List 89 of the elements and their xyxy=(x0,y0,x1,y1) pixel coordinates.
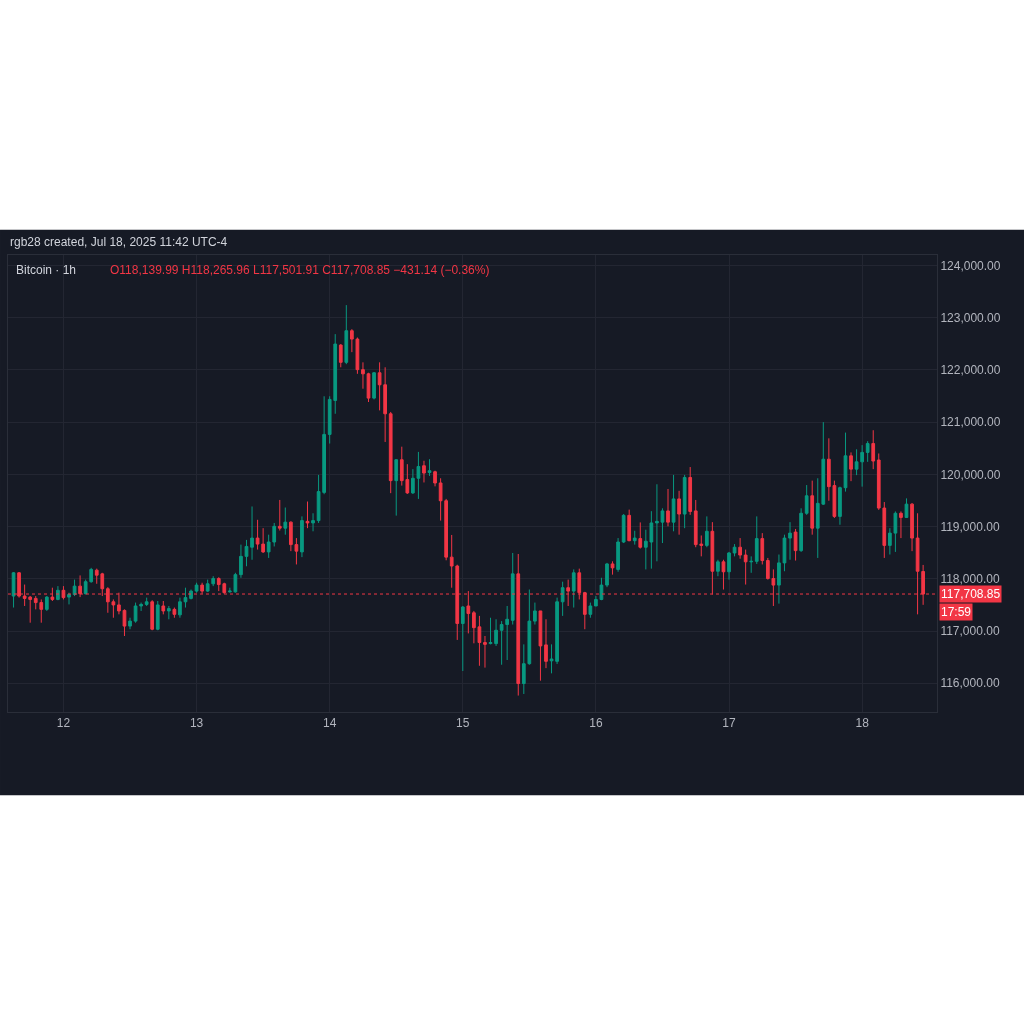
candlestick xyxy=(760,532,765,565)
candlestick xyxy=(194,582,199,594)
candlestick xyxy=(394,458,399,517)
candlestick xyxy=(150,599,155,631)
candlestick xyxy=(910,502,914,552)
candlestick xyxy=(544,618,548,669)
candlestick xyxy=(588,602,593,619)
x-tick-label: 16 xyxy=(589,716,603,731)
candlestick xyxy=(427,458,432,477)
candlestick xyxy=(510,552,515,626)
x-tick-label: 18 xyxy=(855,716,870,731)
candlestick xyxy=(610,560,615,576)
ref-line-label: 117,708.85 xyxy=(941,587,1001,601)
candlestick xyxy=(688,466,693,516)
candlestick xyxy=(616,537,620,573)
y-tick-label: 123,000.00 xyxy=(940,310,1001,325)
candlestick xyxy=(422,460,426,483)
candlestick xyxy=(605,562,609,588)
candlestick xyxy=(277,499,282,532)
candlestick xyxy=(904,497,909,519)
candlestick xyxy=(372,371,376,400)
candlestick xyxy=(638,521,643,550)
candlestick xyxy=(460,605,465,672)
y-tick-label: 124,000.00 xyxy=(940,258,1001,273)
y-tick-label: 122,000.00 xyxy=(940,363,1001,378)
y-tick-label: 121,000.00 xyxy=(940,415,1001,430)
candlestick xyxy=(749,555,754,574)
text: 17:59 xyxy=(941,605,972,619)
candlestick xyxy=(793,528,798,562)
candlestick xyxy=(311,512,315,532)
x-tick-label: 12 xyxy=(56,716,71,731)
x-tick-label: 13 xyxy=(189,716,204,731)
candlestick xyxy=(300,515,304,558)
candlestick xyxy=(666,488,670,527)
candlestick xyxy=(533,602,537,626)
candlestick xyxy=(433,470,437,487)
candlestick xyxy=(799,507,803,553)
candlestick xyxy=(283,507,288,536)
candlestick xyxy=(361,361,365,390)
candlestick xyxy=(677,490,681,536)
y-tick-label: 116,000.00 xyxy=(940,676,1000,691)
candlestick xyxy=(305,501,310,529)
candlestick xyxy=(738,537,742,560)
candlestick xyxy=(682,474,687,529)
x-tick-label: 17 xyxy=(722,716,736,731)
x-tick-label: 15 xyxy=(456,716,470,731)
candlestick xyxy=(754,515,759,565)
candlestick xyxy=(388,411,393,494)
candlestick xyxy=(810,480,815,536)
candlestick xyxy=(704,515,709,548)
candlestick xyxy=(899,510,903,539)
candlestick xyxy=(338,343,343,368)
candlestick xyxy=(788,521,792,561)
candlestick xyxy=(344,304,349,365)
y-tick-label: 119,000.00 xyxy=(940,519,1000,534)
candlestick xyxy=(721,559,726,591)
candlestick xyxy=(727,551,731,581)
candlestick xyxy=(161,600,166,615)
candlestick xyxy=(128,617,132,630)
candlestick xyxy=(671,474,676,532)
chart-title: rgb28 created, Jul 18, 2025 11:42 UTC-4 xyxy=(10,235,228,249)
candlestick xyxy=(189,589,193,600)
y-tick-label: 120,000.00 xyxy=(940,467,1001,482)
candlestick xyxy=(166,605,171,620)
candlestick xyxy=(732,543,737,557)
text: Bitcoin · 1h xyxy=(16,263,77,277)
candlestick xyxy=(865,440,870,463)
x-tick-label: 14 xyxy=(323,716,337,731)
candlestick xyxy=(743,549,748,586)
candlestick xyxy=(155,600,160,631)
candlestick xyxy=(538,610,543,682)
y-tick-label: 118,000.00 xyxy=(940,572,1000,587)
candlestick xyxy=(11,571,16,609)
candlestick xyxy=(716,559,720,577)
candlestick xyxy=(483,635,487,669)
candlestick xyxy=(44,595,49,612)
candlestick xyxy=(172,607,177,619)
candlestick xyxy=(871,429,876,470)
candlestick xyxy=(804,484,809,516)
candlestick xyxy=(571,568,576,609)
annotation: O118,139.99 H118,265.96 L117,501.91 C117,708.85 −431.14 (−0.36%) xyxy=(110,263,490,277)
candlestick xyxy=(627,509,632,542)
y-tick-label: 117,000.00 xyxy=(940,624,1000,639)
candlestick xyxy=(632,530,637,546)
candlestick xyxy=(849,451,853,482)
candlestick xyxy=(366,372,371,403)
candlestick xyxy=(560,581,565,617)
candlestick xyxy=(621,513,626,544)
candlestick xyxy=(144,597,149,607)
